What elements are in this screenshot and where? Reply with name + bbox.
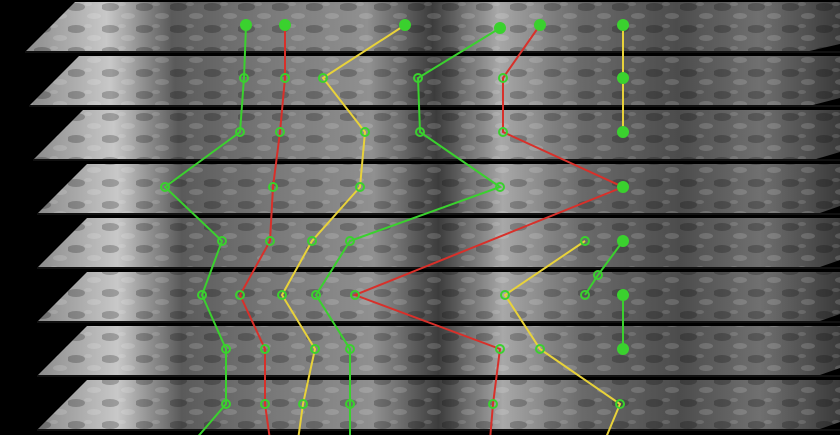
track-point [618,182,628,192]
slice-texture [33,110,840,160]
track-point [618,344,628,354]
slice-texture [25,2,840,52]
slice-texture [37,164,840,214]
track-point [241,20,251,30]
track-point [618,290,628,300]
slice-texture [37,380,840,430]
slice-texture [29,56,840,106]
page: (() => { const NS = 'http://www.w3.org/2… [0,0,840,435]
slice-texture [37,272,840,322]
track-point [618,127,628,137]
track-point [618,73,628,83]
track-point [535,20,545,30]
track-point [400,20,410,30]
slice-texture [37,326,840,376]
track-point [618,20,628,30]
track-point [280,20,290,30]
track-point [618,236,628,246]
slice-stack-view [0,0,840,435]
track-point [495,23,505,33]
